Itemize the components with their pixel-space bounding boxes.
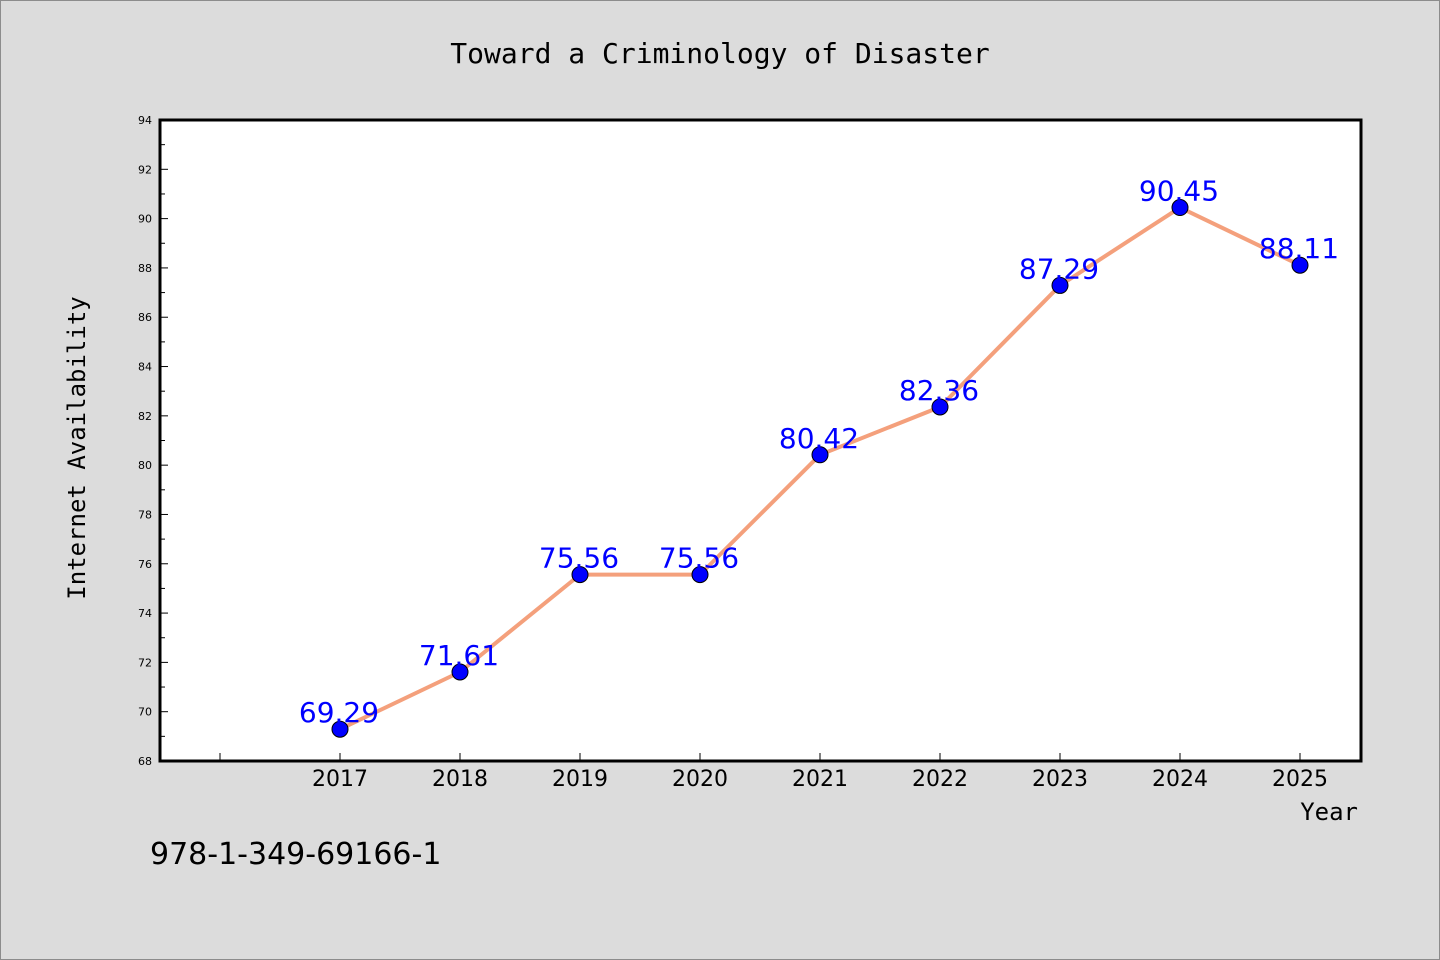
series-layer: 69.29 71.61 75.56 75.56 80.42 82.36 87.29 90.45… — [299, 175, 1339, 738]
x-axis-label: Year — [1300, 798, 1358, 826]
data-label: 71.61 — [419, 639, 499, 672]
isbn-label: 978-1-349-69166-1 — [150, 837, 441, 872]
y-tick-label: 68 — [138, 755, 152, 768]
x-axis: 2017 2018 2019 2020 2021 2022 2023 2024 2025 — [219, 753, 1328, 792]
y-axis: 68 70 72 74 76 78 80 82 84 86 88 90 92 94 — [138, 114, 168, 768]
data-point — [931, 398, 949, 416]
data-label: 82.36 — [899, 374, 979, 407]
x-tick-label: 2017 — [312, 767, 368, 792]
data-label: 88.11 — [1259, 232, 1339, 265]
y-tick-label: 90 — [138, 213, 152, 226]
x-tick-label: 2019 — [552, 767, 608, 792]
y-tick-label: 92 — [138, 163, 152, 176]
y-tick-label: 88 — [138, 262, 152, 275]
x-tick-label: 2024 — [1152, 767, 1208, 792]
y-tick-label: 94 — [138, 114, 152, 127]
data-point — [691, 566, 709, 584]
data-point — [331, 720, 349, 738]
x-tick-label: 2023 — [1032, 767, 1088, 792]
x-tick-label: 2020 — [672, 767, 728, 792]
data-point — [1171, 199, 1189, 217]
data-point — [1051, 276, 1069, 294]
y-tick-label: 76 — [138, 558, 152, 571]
y-tick-label: 86 — [138, 311, 152, 324]
data-label: 69.29 — [299, 696, 379, 729]
plot-area — [158, 118, 1363, 763]
x-tick-label: 2022 — [912, 767, 968, 792]
data-label: 87.29 — [1019, 252, 1099, 285]
y-tick-label: 74 — [138, 607, 152, 620]
y-axis-label: Internet Availability — [63, 296, 91, 599]
data-point — [811, 446, 829, 464]
data-label: 75.56 — [659, 542, 739, 575]
data-label: 90.45 — [1139, 175, 1219, 208]
y-tick-label: 82 — [138, 410, 152, 423]
y-tick-label: 80 — [138, 459, 152, 472]
chart-title: Toward a Criminology of Disaster — [450, 37, 989, 70]
x-tick-label: 2021 — [792, 767, 848, 792]
data-label: 75.56 — [539, 542, 619, 575]
x-tick-label: 2018 — [432, 767, 488, 792]
y-tick-label: 78 — [138, 508, 152, 521]
y-tick-label: 72 — [138, 656, 152, 669]
data-point — [571, 566, 589, 584]
y-tick-label: 84 — [138, 361, 152, 374]
x-tick-label: 2025 — [1272, 767, 1328, 792]
data-point — [451, 663, 469, 681]
data-point — [1291, 256, 1309, 274]
data-label: 80.42 — [779, 422, 859, 455]
y-tick-label: 70 — [138, 706, 152, 719]
